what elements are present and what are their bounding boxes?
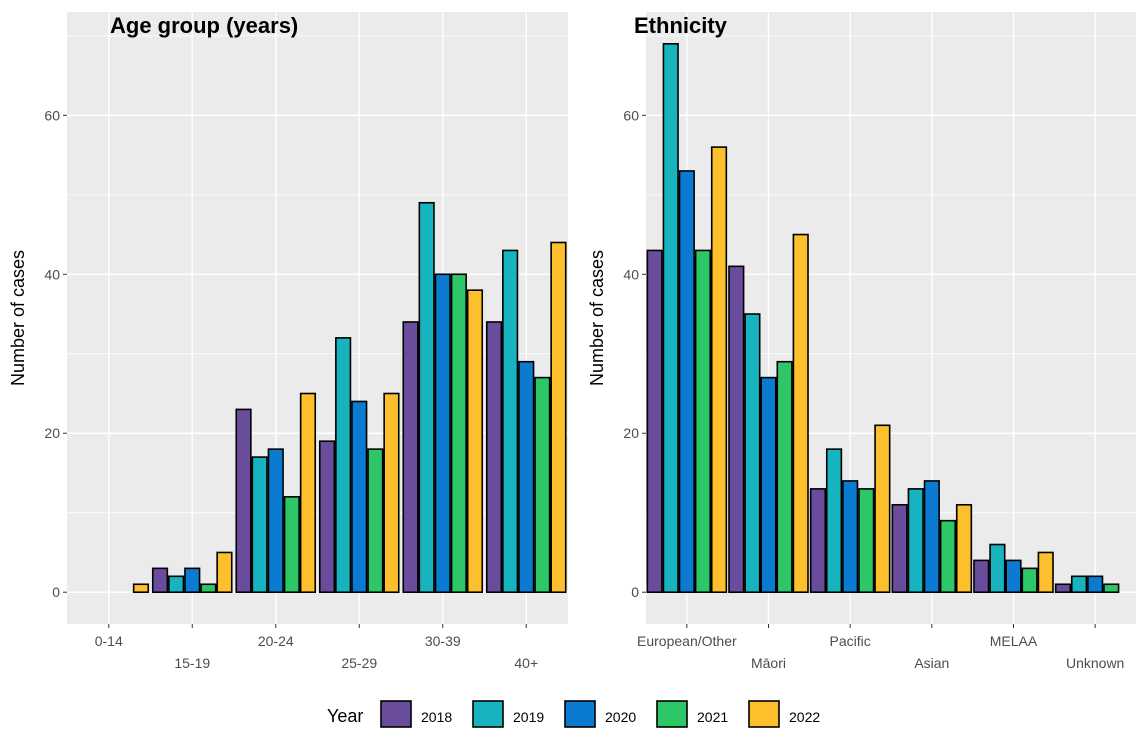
bar-melaa-2021 [1021,567,1038,594]
bar-m-ori-2022 [792,233,809,594]
bar-pacific-2018 [809,488,827,594]
y-tick-label: 60 [623,107,639,123]
legend-swatch-2019 [472,700,504,728]
y-tick-label: 40 [44,266,60,282]
y-tick-label: 20 [44,425,60,441]
bar-asian-2018 [891,503,908,594]
y-axis-title: Number of cases [8,250,28,386]
bar-melaa-2018 [973,559,990,594]
bar-european-other-2018 [646,249,663,594]
y-axis-title: Number of cases [587,250,607,386]
bar-25-29-2019 [335,337,352,594]
panel-title: Ethnicity [634,13,728,38]
bar-40-2019 [502,249,519,594]
legend-label-2022: 2022 [789,709,820,725]
x-tick-label-15-19: 15-19 [174,655,210,671]
bar-european-other-2019 [662,42,679,594]
x-tick-label-melaa: MELAA [990,633,1038,649]
bar-25-29-2022 [383,392,400,594]
y-tick-label: 20 [623,425,639,441]
y-tick-label: 0 [631,584,639,600]
bar-european-other-2022 [710,146,728,594]
bar-30-39-2018 [402,321,419,594]
bar-asian-2019 [907,488,924,594]
bar-melaa-2020 [1005,559,1022,594]
bar-15-19-2018 [151,567,169,594]
bar-0-14-2022 [132,583,150,594]
bar-unknown-2021 [1103,583,1120,594]
bar-40-2020 [518,360,535,594]
legend: Year 2018 2019 2020 2021 2022 [327,700,820,728]
bar-m-ori-2020 [760,376,777,594]
bar-40-2021 [534,376,551,594]
ethnicity-panel: 0 20 40 60 European/Other Māori Pacific Asian ME… [587,12,1136,671]
x-tick-label-unknown: Unknown [1066,655,1124,671]
x-tick-label-20-24: 20-24 [258,633,294,649]
bar-30-39-2021 [450,273,467,594]
legend-swatch-2020 [564,700,596,728]
panel-title: Age group (years) [110,13,298,38]
bar-30-39-2019 [418,201,435,594]
bar-40-2022 [550,241,567,594]
age-group-panel: 0 20 40 60 0-14 15-19 20-24 25-29 30-39 40+ Number… [8,12,568,671]
bar-15-19-2022 [216,551,233,594]
x-tick-label-30-39: 30-39 [425,633,461,649]
bar-20-24-2021 [283,496,300,594]
x-tick-label-40: 40+ [514,655,538,671]
bar-unknown-2020 [1087,575,1104,594]
bar-melaa-2019 [989,543,1006,594]
legend-label-2019: 2019 [513,709,544,725]
bar-40-2018 [485,321,503,594]
x-tick-label-european-other: European/Other [637,633,737,649]
bar-european-other-2021 [694,249,712,594]
x-tick-label-asian: Asian [914,655,949,671]
bar-european-other-2020 [678,170,695,594]
bar-melaa-2022 [1037,551,1054,594]
legend-title: Year [327,706,363,726]
bar-m-ori-2018 [728,265,745,594]
bar-25-29-2018 [318,440,336,594]
bar-m-ori-2019 [744,313,761,594]
y-tick-label: 40 [623,266,639,282]
bar-m-ori-2021 [776,360,793,594]
y-tick-label: 60 [44,107,60,123]
bar-25-29-2021 [367,448,384,594]
bar-pacific-2022 [874,424,891,594]
bar-asian-2021 [939,519,957,594]
bar-unknown-2019 [1070,575,1088,594]
bar-pacific-2020 [842,480,859,594]
bar-15-19-2021 [200,583,217,594]
bar-asian-2022 [955,503,973,594]
bar-asian-2020 [923,480,940,594]
x-tick-label-m-ori: Māori [751,655,786,671]
panel-background [646,12,1136,624]
bar-15-19-2020 [184,567,201,594]
bar-20-24-2022 [299,392,317,594]
bar-15-19-2019 [168,575,185,594]
legend-swatch-2022 [748,700,780,728]
bar-25-29-2020 [351,400,368,594]
bar-20-24-2020 [267,448,284,594]
bar-pacific-2019 [825,448,843,594]
legend-label-2021: 2021 [697,709,728,725]
y-tick-label: 0 [52,584,60,600]
x-tick-label-pacific: Pacific [830,633,871,649]
legend-label-2018: 2018 [421,709,452,725]
x-tick-label-0-14: 0-14 [95,633,123,649]
bar-30-39-2022 [466,289,484,594]
bar-pacific-2021 [858,488,875,594]
legend-swatch-2021 [656,700,688,728]
bar-20-24-2019 [251,456,268,594]
legend-swatch-2018 [380,700,412,728]
bar-unknown-2018 [1054,583,1072,594]
legend-label-2020: 2020 [605,709,636,725]
bar-20-24-2018 [235,408,252,594]
panel-background [67,12,568,624]
x-tick-label-25-29: 25-29 [341,655,377,671]
bar-30-39-2020 [434,273,451,594]
